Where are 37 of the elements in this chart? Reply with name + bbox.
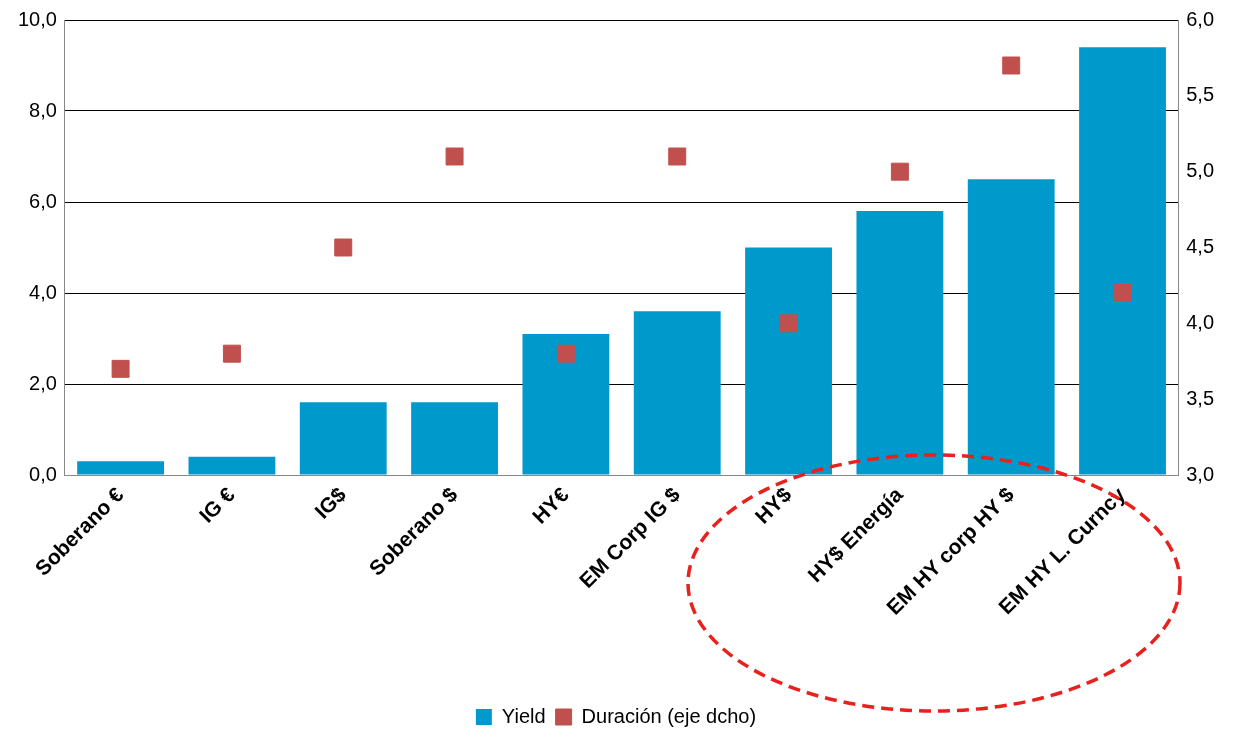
point [222,344,241,363]
x-tick-label: IG € [194,482,240,527]
bar [967,179,1055,475]
x-tick-label: IG$ [309,482,351,523]
point [445,147,464,166]
y-tick-label: 6,0 [29,189,57,212]
y2-tick-label: 6,0 [1186,7,1215,30]
y-tick-label: 0,0 [29,462,57,485]
bar [856,211,944,475]
bar [77,461,165,475]
bar [188,456,276,475]
bar [633,311,721,475]
y2-tick-label: 3,0 [1186,462,1215,485]
y2-tick-label: 5,5 [1186,83,1215,106]
bar [522,333,610,475]
y2-tick-label: 5,0 [1186,159,1215,182]
y2-tick-label: 4,0 [1186,310,1215,333]
point [668,147,687,166]
y-tick-label: 2,0 [29,371,57,394]
bar [299,402,387,475]
point [1002,56,1021,75]
bar [1079,47,1166,475]
y-tick-label: 10,0 [17,7,57,30]
point [779,314,798,333]
point [111,359,130,378]
y2-tick-label: 3,5 [1186,386,1215,409]
bar [411,402,498,475]
y-tick-label: 8,0 [29,98,57,121]
y2-tick-label: 4,5 [1186,235,1215,258]
legend-label: Yield [501,704,546,727]
bar [745,247,832,475]
point [556,344,575,363]
legend-label: Duración (eje dcho) [581,704,757,727]
point [334,238,353,257]
point [890,162,909,181]
y-tick-label: 4,0 [29,280,57,303]
point [1113,284,1132,302]
